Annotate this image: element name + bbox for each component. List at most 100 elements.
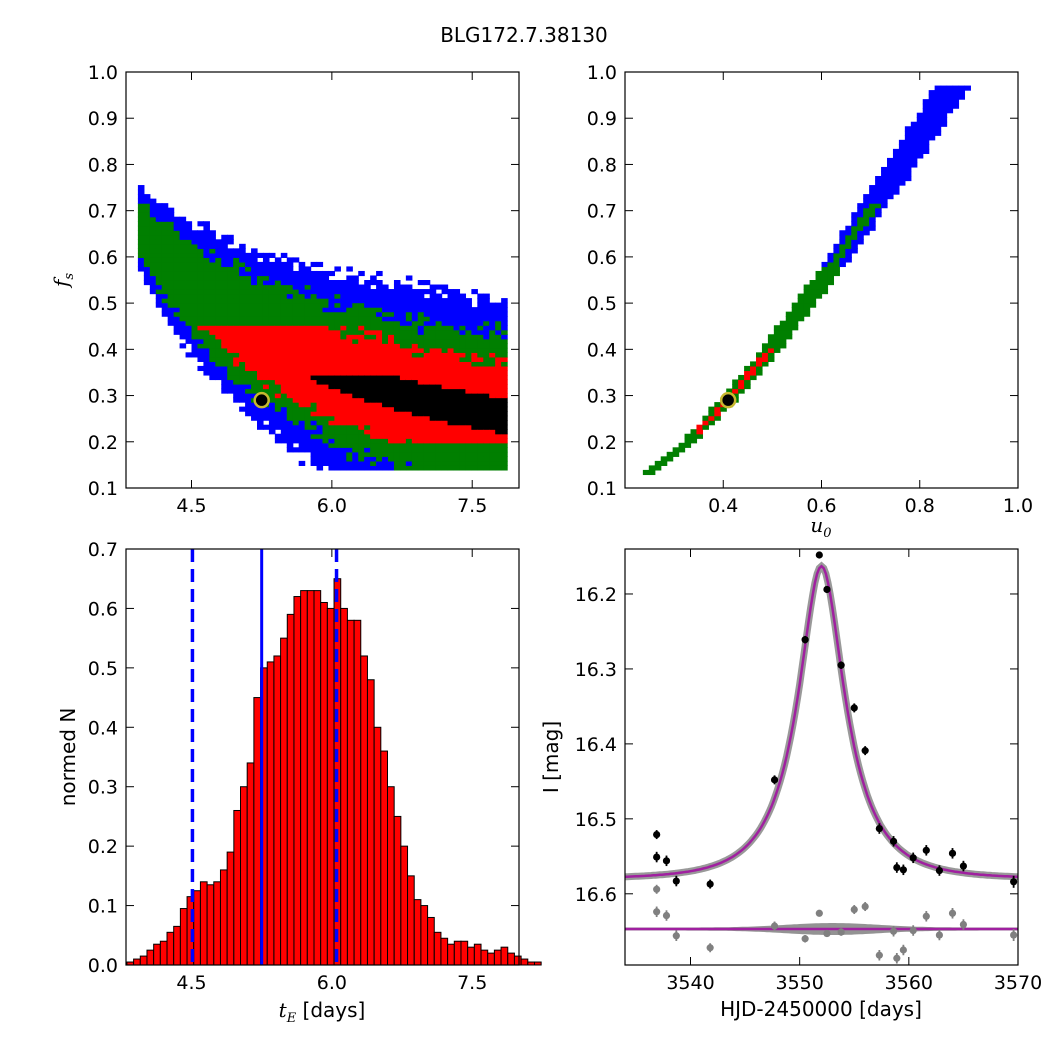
heatmap-cell — [501, 442, 508, 448]
heatmap-cell — [268, 347, 276, 353]
heatmap-cell — [334, 402, 341, 408]
heatmap-cell — [815, 289, 823, 295]
heatmap-cell — [268, 320, 276, 326]
heatmap-cell — [310, 356, 318, 362]
heatmap-cell — [465, 356, 472, 362]
heatmap-cell — [245, 325, 252, 331]
heatmap-cell — [227, 311, 234, 317]
heatmap-cell — [382, 447, 389, 453]
heatmap-cell — [233, 379, 240, 385]
heatmap-cell — [292, 393, 300, 399]
heatmap-cell — [946, 94, 954, 100]
heatmap-cell — [399, 298, 407, 304]
heatmap-cell — [756, 370, 763, 376]
heatmap-cell — [340, 370, 347, 376]
heatmap-cell — [257, 347, 264, 353]
heatmap-cell — [382, 415, 389, 421]
heatmap-cell — [179, 298, 187, 304]
heatmap-cell — [346, 456, 353, 462]
heatmap-cell — [143, 198, 151, 204]
heatmap-cell — [328, 438, 336, 444]
heatmap-cell — [732, 379, 739, 385]
heatmap-cell — [459, 311, 467, 317]
panel-fs-vs-tE: 4.5 6.0 7.50.10.20.30.40.50.60.70.80.91.0f… — [49, 62, 520, 517]
histogram-bar — [219, 869, 228, 966]
heatmap-cell — [483, 338, 490, 344]
heatmap-cell — [465, 320, 472, 326]
histogram-bar — [487, 952, 495, 966]
heatmap-cell — [298, 298, 306, 304]
heatmap-cell — [143, 270, 151, 277]
heatmap-cell — [310, 393, 318, 399]
heatmap-cell — [280, 334, 288, 340]
heatmap-cell — [155, 270, 163, 277]
heatmap-cell — [298, 402, 306, 408]
heatmap-cell — [940, 108, 948, 114]
heatmap-cell — [280, 361, 288, 367]
heatmap-cell — [388, 456, 395, 462]
heatmap-cell — [257, 280, 264, 286]
heatmap-cell — [916, 130, 924, 136]
y-tick-label: 16.6 — [575, 884, 617, 906]
heatmap-cell — [370, 289, 377, 295]
heatmap-cell — [292, 447, 300, 453]
heatmap-cell — [257, 420, 264, 426]
heatmap-cell — [316, 370, 324, 376]
heatmap-cell — [904, 153, 912, 159]
heatmap-cell — [376, 456, 383, 462]
heatmap-cell — [304, 379, 312, 385]
heatmap-cell — [292, 433, 300, 439]
heatmap-cell — [280, 420, 288, 426]
heatmap-cell — [465, 451, 472, 457]
heatmap-cell — [411, 447, 419, 453]
heatmap-cell — [268, 266, 276, 272]
heatmap-cell — [922, 130, 930, 136]
heatmap-cell — [173, 230, 181, 236]
heatmap-cell — [411, 393, 419, 399]
heatmap-cell — [346, 397, 353, 403]
y-tick-label: 16.2 — [575, 584, 617, 606]
heatmap-cell — [316, 397, 324, 403]
heatmap-cell — [286, 298, 294, 304]
data-point — [909, 854, 917, 862]
heatmap-cell — [292, 347, 300, 353]
heatmap-cell — [382, 420, 389, 426]
heatmap-cell — [346, 329, 353, 335]
heatmap-cell — [352, 415, 359, 421]
histogram-bar — [440, 937, 449, 966]
heatmap-cell — [304, 325, 312, 331]
heatmap-cell — [435, 361, 443, 367]
heatmap-cell — [316, 280, 324, 286]
heatmap-cell — [334, 451, 341, 457]
heatmap-cell — [382, 325, 389, 331]
heatmap-cell — [399, 384, 407, 390]
heatmap-cell — [292, 374, 300, 381]
heatmap-cell — [388, 311, 395, 317]
heatmap-cell — [471, 384, 478, 390]
heatmap-cell — [892, 176, 900, 182]
residual-point — [899, 946, 907, 954]
heatmap-cell — [388, 433, 395, 439]
heatmap-cell — [328, 293, 336, 299]
heatmap-cell — [310, 293, 318, 299]
heatmap-cell — [453, 438, 461, 444]
heatmap-cell — [411, 397, 419, 403]
heatmap-cell — [185, 329, 193, 335]
heatmap-cell — [489, 361, 496, 367]
heatmap-cell — [310, 316, 318, 322]
heatmap-cell — [245, 298, 252, 304]
heatmap-cell — [316, 374, 324, 381]
heatmap-cell — [489, 447, 496, 453]
heatmap-cell — [483, 442, 490, 448]
heatmap-cell — [149, 266, 157, 272]
heatmap-cell — [489, 379, 496, 385]
heatmap-cell — [435, 438, 443, 444]
heatmap-cell — [429, 311, 437, 317]
heatmap-cell — [441, 320, 449, 326]
heatmap-cell — [447, 384, 455, 390]
heatmap-cell — [405, 347, 413, 353]
heatmap-cell — [239, 388, 246, 394]
heatmap-cell — [173, 284, 181, 290]
heatmap-cell — [411, 316, 419, 322]
heatmap-cell — [393, 420, 401, 426]
